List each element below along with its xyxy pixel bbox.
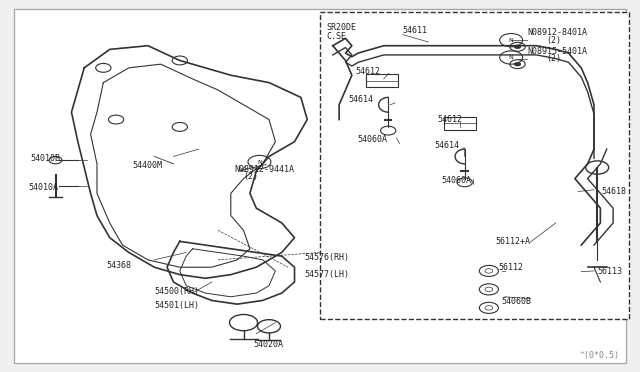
Text: (2): (2) (244, 172, 259, 181)
Text: ^(0*0.5): ^(0*0.5) (579, 350, 620, 359)
Circle shape (515, 45, 521, 49)
Text: N08912-9441A: N08912-9441A (234, 165, 294, 174)
Text: 54060A: 54060A (357, 135, 387, 144)
Bar (320, 13, 629, 319)
Text: 54576(RH): 54576(RH) (304, 253, 349, 263)
Text: (2): (2) (546, 54, 561, 63)
Text: 54368: 54368 (106, 261, 132, 270)
Text: SR20DE: SR20DE (326, 23, 356, 32)
Text: 54618: 54618 (602, 187, 627, 196)
Text: 54010B: 54010B (30, 154, 60, 163)
Circle shape (515, 62, 521, 66)
Text: N: N (257, 160, 262, 164)
Bar (366, 74, 397, 87)
Text: 54400M: 54400M (132, 161, 162, 170)
Text: 54612: 54612 (438, 115, 463, 124)
Text: 56112: 56112 (499, 263, 524, 272)
Text: 54611: 54611 (403, 26, 428, 35)
Text: N: N (509, 55, 513, 60)
Text: 54010A: 54010A (28, 183, 58, 192)
Text: 54020A: 54020A (253, 340, 283, 349)
Text: 54500(RH): 54500(RH) (154, 287, 199, 296)
Text: 56112+A: 56112+A (495, 237, 530, 246)
Bar (444, 117, 476, 130)
Text: 54060A: 54060A (441, 176, 471, 185)
Text: N08912-8401A: N08912-8401A (527, 28, 587, 37)
Text: 54577(LH): 54577(LH) (304, 270, 349, 279)
Text: 54612: 54612 (355, 67, 380, 76)
Text: 54060B: 54060B (502, 297, 532, 306)
Text: N08915-5401A: N08915-5401A (527, 47, 587, 56)
Text: 56113: 56113 (597, 267, 622, 276)
Text: N: N (509, 38, 513, 43)
Text: 54614: 54614 (349, 95, 374, 104)
Text: C.SE: C.SE (326, 32, 346, 41)
Text: 54614: 54614 (435, 141, 460, 150)
Text: (2): (2) (546, 36, 561, 45)
Text: 54501(LH): 54501(LH) (154, 301, 199, 311)
